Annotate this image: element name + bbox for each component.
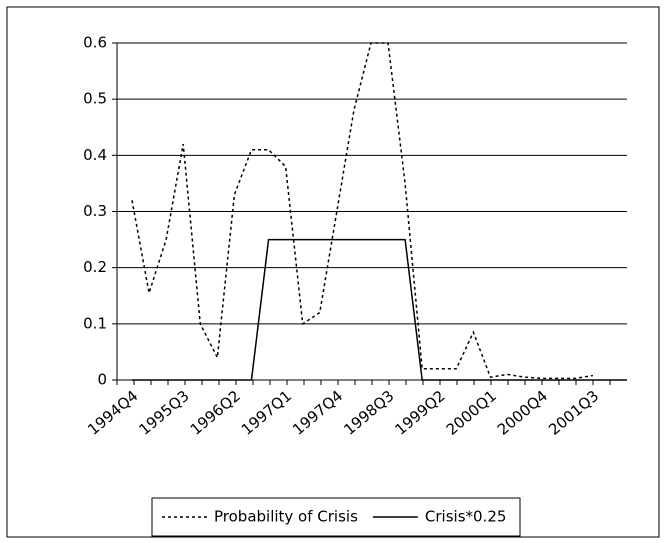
series-line bbox=[132, 238, 627, 381]
series-line bbox=[131, 42, 593, 380]
y-tick-label: 0 bbox=[97, 371, 107, 389]
legend-label: Probability of Crisis bbox=[214, 508, 358, 526]
y-tick-label: 0.6 bbox=[83, 34, 107, 52]
chart-border bbox=[6, 6, 660, 538]
legend-box bbox=[151, 497, 521, 537]
y-tick-label: 0.5 bbox=[83, 90, 107, 108]
y-tick-label: 0.2 bbox=[83, 258, 107, 276]
y-tick-label: 0.4 bbox=[83, 146, 107, 164]
legend-label: Crisis*0.25 bbox=[425, 508, 507, 526]
y-tick-label: 0.3 bbox=[83, 202, 107, 220]
y-tick-label: 0.1 bbox=[83, 314, 107, 332]
